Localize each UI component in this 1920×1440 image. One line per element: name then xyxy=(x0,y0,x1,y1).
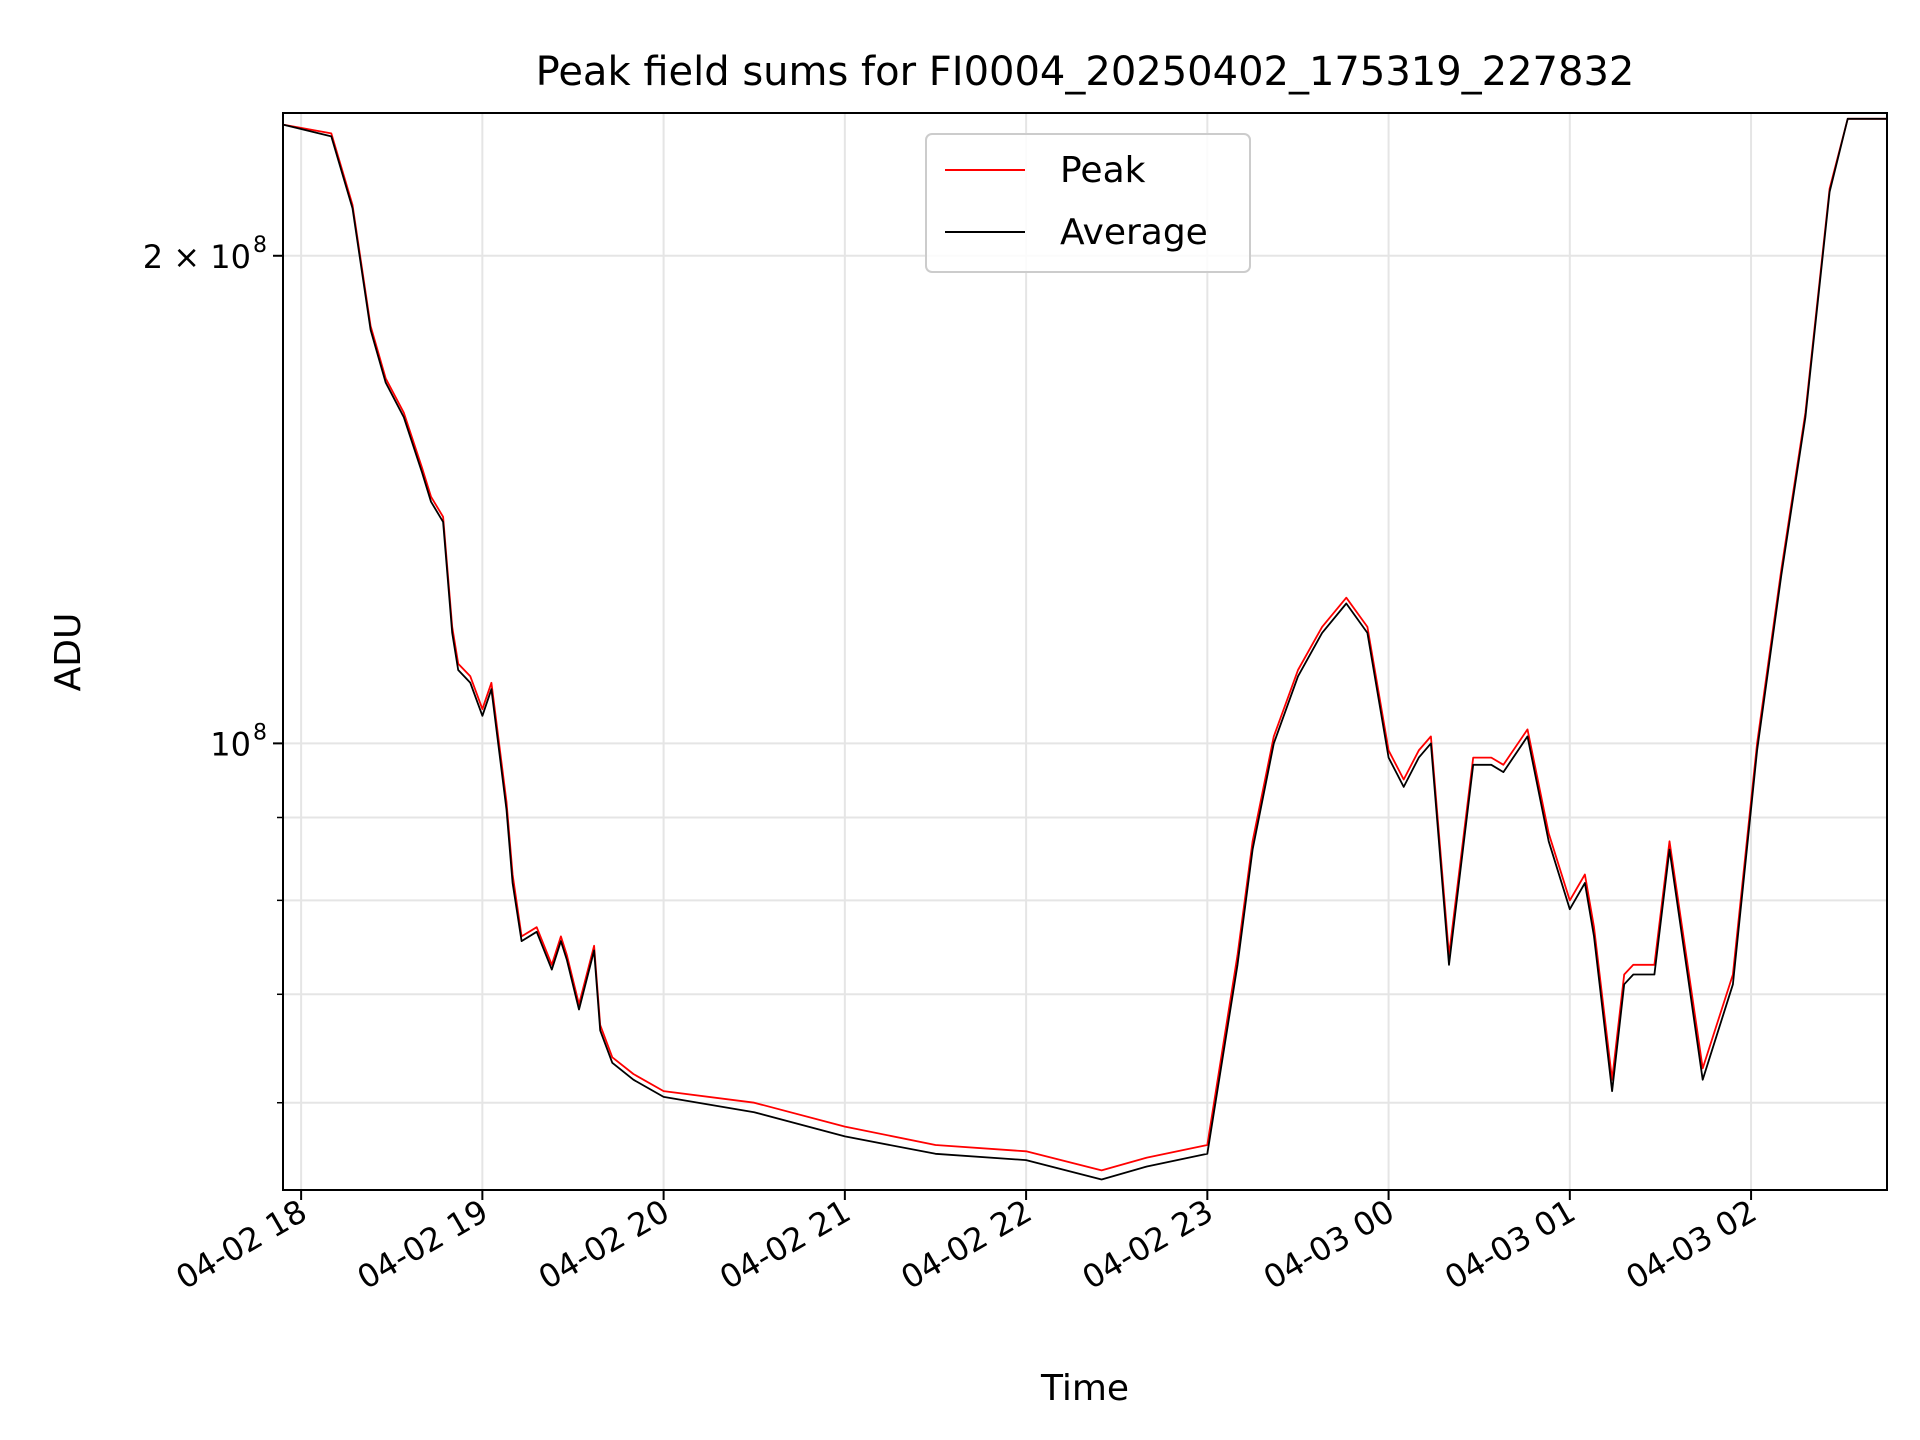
series-line-average xyxy=(282,117,1887,1181)
y-axis-label: ADU xyxy=(48,613,89,692)
x-axis-label: Time xyxy=(1040,1368,1129,1409)
y-tick-exponent: 8 xyxy=(253,233,267,258)
legend-peak-label: Peak xyxy=(1060,150,1146,191)
chart-title: Peak field sums for FI0004_20250402_1753… xyxy=(536,49,1635,95)
legend: Peak Average xyxy=(925,133,1251,273)
legend-average-label: Average xyxy=(1060,212,1208,253)
plot-frame xyxy=(282,112,1888,1191)
y-tick-label: 10 xyxy=(210,725,251,763)
series-lines xyxy=(282,117,1887,1181)
y-tick-exponent: 8 xyxy=(253,720,267,745)
y-tick-label: 2 × 10 xyxy=(143,238,251,276)
series-line-peak xyxy=(282,117,1887,1172)
legend-box xyxy=(925,133,1251,273)
